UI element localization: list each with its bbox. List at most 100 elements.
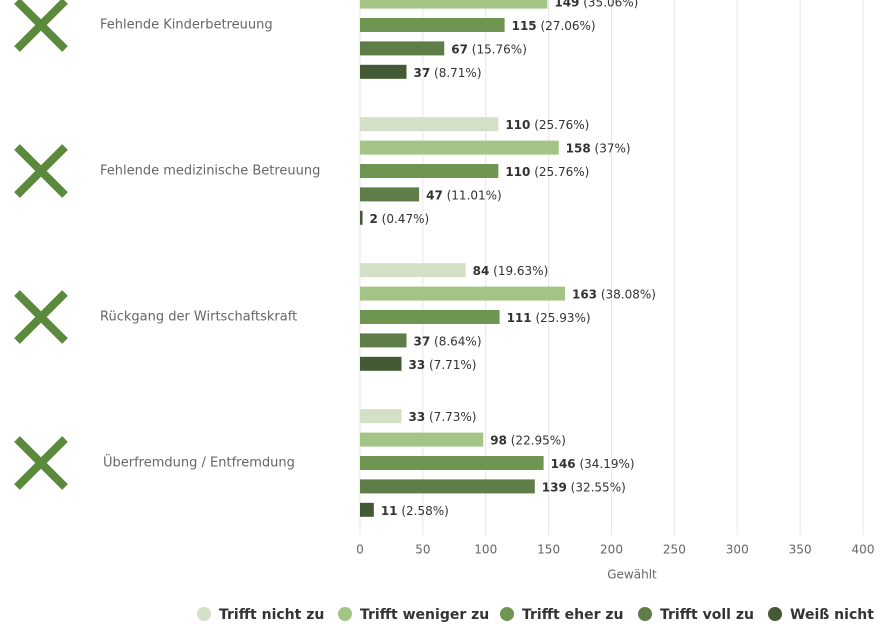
- value-label: 33 (7.71%): [408, 357, 476, 371]
- value-number: 139: [542, 480, 567, 494]
- value-number: 146: [551, 457, 576, 471]
- value-percent: (27.06%): [537, 19, 596, 33]
- x-tick-label: 100: [474, 543, 497, 557]
- value-label: 111 (25.93%): [507, 311, 591, 325]
- bar: [360, 187, 420, 202]
- cross-icon: [14, 0, 68, 52]
- value-percent: (2.58%): [398, 503, 449, 517]
- value-percent: (25.76%): [530, 118, 589, 132]
- value-percent: (7.71%): [425, 357, 476, 371]
- bar: [360, 64, 407, 79]
- value-number: 67: [451, 42, 468, 56]
- value-percent: (19.63%): [489, 264, 548, 278]
- value-label: 67 (15.76%): [451, 42, 527, 56]
- value-percent: (38.08%): [597, 287, 656, 301]
- value-percent: (37%): [591, 141, 631, 155]
- category-label: Fehlende medizinische Betreuung: [100, 164, 320, 179]
- value-percent: (22.95%): [507, 433, 566, 447]
- value-label: 33 (7.73%): [408, 410, 476, 424]
- x-tick-label: 300: [726, 543, 749, 557]
- bar: [360, 333, 407, 348]
- value-number: 11: [381, 503, 398, 517]
- value-label: 84 (19.63%): [473, 264, 549, 278]
- value-percent: (35.06%): [579, 0, 638, 9]
- value-number: 158: [566, 141, 591, 155]
- legend-swatch: [500, 607, 514, 621]
- cross-icon: [14, 436, 68, 490]
- legend-swatch: [638, 607, 652, 621]
- value-label: 2 (0.47%): [370, 211, 430, 225]
- value-number: 110: [505, 118, 530, 132]
- value-number: 37: [414, 334, 431, 348]
- value-number: 98: [490, 433, 507, 447]
- value-label: 110 (25.76%): [505, 165, 589, 179]
- bar: [360, 263, 466, 278]
- value-number: 111: [507, 311, 532, 325]
- value-percent: (0.47%): [378, 211, 429, 225]
- value-number: 110: [505, 165, 530, 179]
- legend-swatch: [197, 607, 211, 621]
- value-number: 84: [473, 264, 490, 278]
- legend-label: Weiß nicht: [790, 607, 874, 623]
- x-tick-label: 350: [789, 543, 812, 557]
- category-label: Fehlende Kinderbetreuung: [100, 18, 273, 33]
- bar: [360, 18, 505, 32]
- legend-label: Trifft eher zu: [522, 607, 623, 623]
- value-label: 149 (35.06%): [554, 0, 638, 9]
- bar: [360, 409, 402, 424]
- value-label: 110 (25.76%): [505, 118, 589, 132]
- bar: [360, 356, 402, 371]
- bar: [360, 479, 535, 494]
- value-label: 37 (8.64%): [414, 334, 482, 348]
- bar: [360, 310, 500, 324]
- value-number: 115: [512, 19, 537, 33]
- x-axis-label: Gewählt: [607, 568, 657, 582]
- value-number: 163: [572, 287, 597, 301]
- value-percent: (8.64%): [430, 334, 481, 348]
- x-tick-label: 150: [537, 543, 560, 557]
- value-label: 158 (37%): [566, 141, 631, 155]
- value-number: 37: [414, 65, 431, 79]
- category-label: Überfremdung / Entfremdung: [103, 454, 295, 471]
- bar: [360, 432, 484, 447]
- value-percent: (7.73%): [425, 410, 476, 424]
- value-label: 163 (38.08%): [572, 287, 656, 301]
- value-percent: (34.19%): [576, 457, 635, 471]
- bar: [360, 117, 499, 132]
- bar: [360, 286, 565, 301]
- value-number: 33: [408, 410, 425, 424]
- legend-swatch: [338, 607, 352, 621]
- bar: [360, 502, 374, 517]
- value-percent: (8.71%): [430, 65, 481, 79]
- cross-stroke: [14, 436, 68, 490]
- x-tick-label: 400: [852, 543, 875, 557]
- x-tick-label: 0: [356, 543, 364, 557]
- legend-label: Trifft nicht zu: [219, 607, 324, 623]
- legend-swatch: [768, 607, 782, 621]
- value-label: 47 (11.01%): [426, 188, 502, 202]
- bar: [360, 210, 363, 225]
- cross-stroke: [14, 290, 68, 344]
- value-label: 139 (32.55%): [542, 480, 626, 494]
- value-label: 146 (34.19%): [551, 457, 635, 471]
- cross-icon: [14, 290, 68, 344]
- value-label: 37 (8.71%): [414, 65, 482, 79]
- value-number: 33: [408, 357, 425, 371]
- value-label: 11 (2.58%): [381, 503, 449, 517]
- x-tick-label: 50: [415, 543, 430, 557]
- value-number: 2: [370, 211, 378, 225]
- bar: [360, 0, 548, 9]
- cross-icon: [14, 144, 68, 198]
- category-label: Rückgang der Wirtschaftskraft: [100, 310, 297, 325]
- bar: [360, 164, 499, 178]
- bar: [360, 140, 559, 155]
- value-percent: (11.01%): [443, 188, 502, 202]
- bar: [360, 456, 544, 470]
- x-tick-label: 200: [600, 543, 623, 557]
- legend-label: Trifft voll zu: [660, 607, 754, 623]
- cross-stroke: [14, 144, 68, 198]
- x-tick-label: 250: [663, 543, 686, 557]
- legend-label: Trifft weniger zu: [360, 607, 489, 623]
- value-percent: (25.76%): [530, 165, 589, 179]
